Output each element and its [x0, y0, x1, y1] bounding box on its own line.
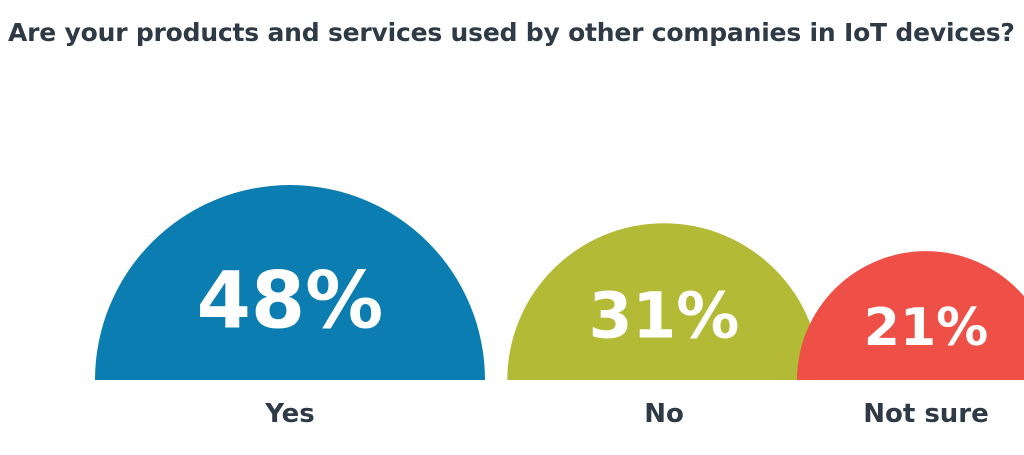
category-label: Yes: [264, 399, 315, 429]
value-label: 48%: [197, 256, 384, 346]
semicircle-group: [95, 185, 1024, 380]
semicircle-not-sure: [797, 251, 1024, 380]
semicircle-no: [507, 223, 821, 380]
chart-title: Are your products and services used by o…: [8, 18, 1015, 47]
semicircle-yes: [95, 185, 485, 380]
category-label: Not sure: [863, 399, 989, 429]
value-label: 21%: [864, 298, 988, 358]
value-label: 31%: [589, 280, 740, 353]
value-label-group: 48% 31% 21%: [197, 256, 989, 358]
category-label-group: Yes No Not sure: [264, 399, 989, 429]
category-label: No: [644, 399, 684, 429]
